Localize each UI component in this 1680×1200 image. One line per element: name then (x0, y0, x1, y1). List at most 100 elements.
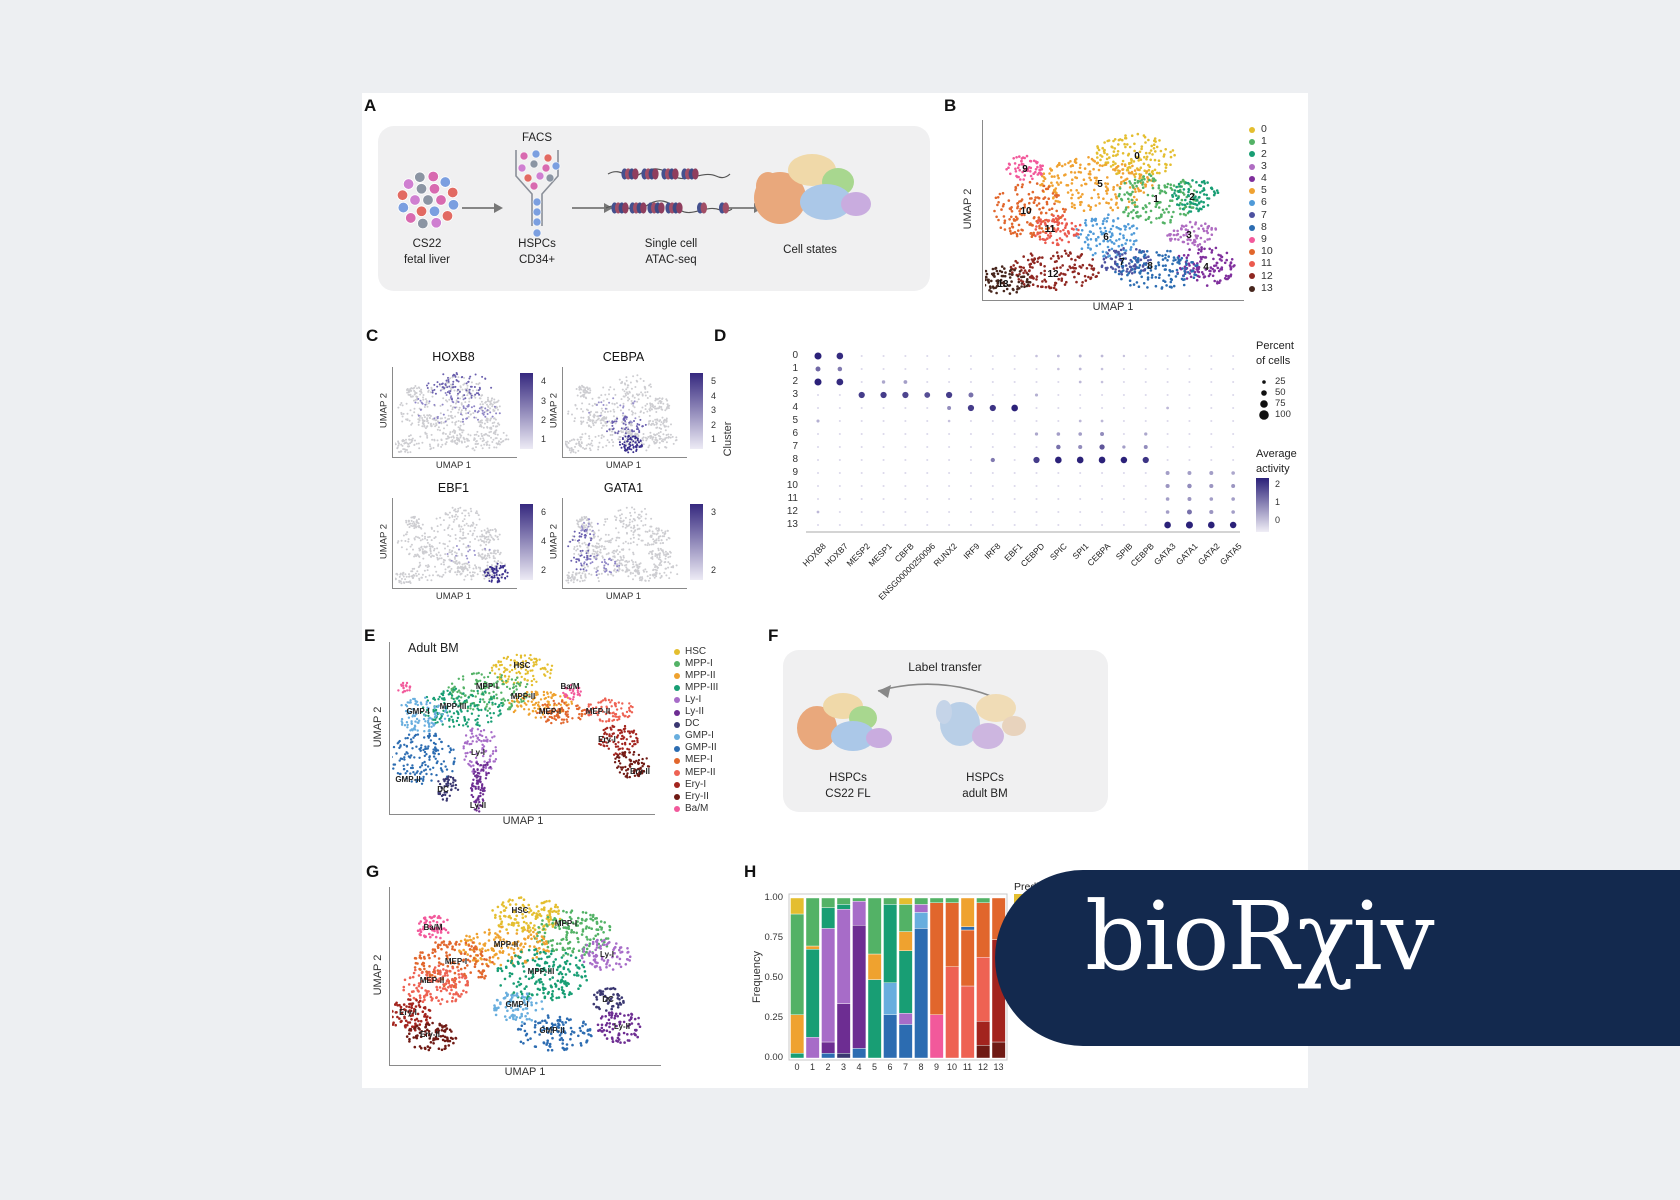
activity-colorbar (1256, 478, 1269, 532)
activity-tick: 0 (1275, 515, 1281, 526)
adult-bm-umap (392, 653, 651, 813)
axis-line (392, 498, 393, 589)
facs-label: FACS (521, 132, 553, 144)
c-yaxis-label: UMAP 2 (548, 392, 560, 428)
cluster-number-label: 2 (1189, 191, 1195, 203)
colorbar-tick: 3 (711, 405, 717, 416)
h-xtick: 4 (856, 1062, 862, 1073)
celltype-map-label: MPP-I (475, 681, 499, 691)
celltype-map-label: GMP-II (395, 774, 421, 784)
b-legend-label: 6 (1261, 196, 1267, 209)
chromatin-icon (605, 168, 733, 214)
b-legend-label: 11 (1261, 257, 1272, 270)
e-legend-label: MPP-III (685, 681, 719, 693)
cluster-number-label: 4 (1203, 261, 1209, 273)
e-legend-dot (674, 685, 680, 692)
colorbar-tick: 1 (541, 434, 547, 445)
f-right-caption-line1: HSPCs (966, 772, 1004, 784)
umap-clusters-plot (985, 132, 1236, 295)
percent-legend-dots (1259, 380, 1269, 420)
feature-plot-title: CEBPA (602, 349, 645, 364)
e-legend-label: Ery-I (685, 778, 707, 790)
axis-line (392, 588, 517, 589)
c-xaxis-label: UMAP 1 (435, 590, 472, 602)
h-xtick: 3 (840, 1062, 846, 1073)
e-legend-label: MEP-I (685, 754, 713, 766)
dotplot-row-label: 0 (792, 349, 798, 361)
dotplot-row-label: 9 (792, 466, 798, 478)
e-legend-dot (674, 697, 680, 704)
e-legend-dot (674, 745, 680, 752)
c-yaxis-label: UMAP 2 (378, 392, 390, 428)
celltype-map-label: Ly-II (613, 1021, 631, 1031)
e-legend-dot (674, 782, 680, 789)
h-xtick: 8 (918, 1062, 924, 1073)
feature-plot-hoxb8 (395, 372, 510, 454)
b-legend-label: 2 (1261, 147, 1267, 160)
b-legend-label: 0 (1261, 123, 1267, 136)
colorbar-tick: 2 (711, 419, 717, 430)
hspc-adult-bm-blob (936, 694, 1026, 749)
h-xtick: 6 (887, 1062, 893, 1073)
step2-caption-line2: CD34+ (518, 254, 556, 266)
axis-line (562, 367, 563, 458)
percent-legend-label: 50 (1275, 386, 1286, 398)
axis-line (562, 588, 687, 589)
cluster-number-label: 7 (1119, 256, 1125, 268)
b-legend-dot (1249, 224, 1255, 231)
e-legend-label: Ery-II (685, 790, 709, 802)
panel-letter-h: H (744, 862, 757, 881)
cluster-number-label: 13 (997, 278, 1009, 290)
dotplot-row-label: 11 (787, 492, 798, 504)
b-legend-label: 5 (1261, 184, 1267, 197)
colorbar-tick: 3 (541, 395, 547, 406)
celltype-map-label: HSC (511, 905, 529, 915)
e-legend-label: Ba/M (685, 802, 709, 814)
colorbar (520, 373, 533, 449)
b-legend-label: 3 (1261, 159, 1267, 172)
h-xtick: 12 (977, 1062, 988, 1073)
b-legend-dot (1249, 139, 1255, 146)
colorbar (520, 504, 533, 580)
cluster-number-label: 5 (1097, 178, 1103, 190)
h-xtick: 5 (871, 1062, 877, 1073)
dotplot-row-label: 5 (792, 414, 798, 426)
arrow-icon (462, 203, 503, 213)
h-ytick: 1.00 (764, 891, 784, 903)
b-legend-dot (1249, 175, 1255, 182)
cell-states-blob (754, 154, 871, 224)
cluster-axis-label: Cluster (722, 421, 734, 457)
e-legend-dot (674, 733, 680, 740)
cluster-number-label: 12 (1047, 268, 1059, 280)
b-legend-dot (1249, 273, 1255, 280)
celltype-map-label: GMP-I (505, 999, 529, 1009)
e-legend-label: MEP-II (685, 766, 716, 778)
celltype-map-label: MPP-III (527, 966, 555, 976)
arrow-icon (572, 203, 613, 213)
celltype-map-label: Ery-II (419, 1029, 440, 1039)
predicted-type-stacked-bars (788, 893, 1008, 1061)
b-legend-label: 10 (1261, 245, 1273, 258)
percent-of-cells-title-1: Percent (1256, 340, 1294, 352)
colorbar-tick: 1 (711, 434, 717, 445)
c-xaxis-label: UMAP 1 (605, 590, 642, 602)
feature-plot-title: GATA1 (603, 480, 644, 495)
dotplot-row-label: 13 (786, 518, 798, 530)
colorbar-tick: 4 (711, 390, 717, 401)
b-legend-dot (1249, 200, 1255, 207)
celltype-map-label: DC (602, 994, 614, 1004)
g-xaxis-label: UMAP 1 (504, 1065, 546, 1078)
step4-caption: Cell states (783, 244, 837, 256)
e-legend-dot (674, 794, 680, 801)
e-legend-dot (674, 721, 680, 728)
feature-plot-gata1 (565, 506, 679, 584)
celltype-map-label: Ly-II (469, 800, 487, 810)
axis-line (562, 457, 687, 458)
cluster-number-label: 1 (1153, 193, 1159, 205)
axis-line (389, 1065, 661, 1066)
step1-caption-line1: CS22 (412, 238, 442, 250)
e-legend-label: HSC (685, 645, 707, 657)
colorbar-tick: 3 (711, 507, 717, 518)
e-legend-dot (674, 649, 680, 655)
b-legend-label: 12 (1261, 269, 1273, 282)
